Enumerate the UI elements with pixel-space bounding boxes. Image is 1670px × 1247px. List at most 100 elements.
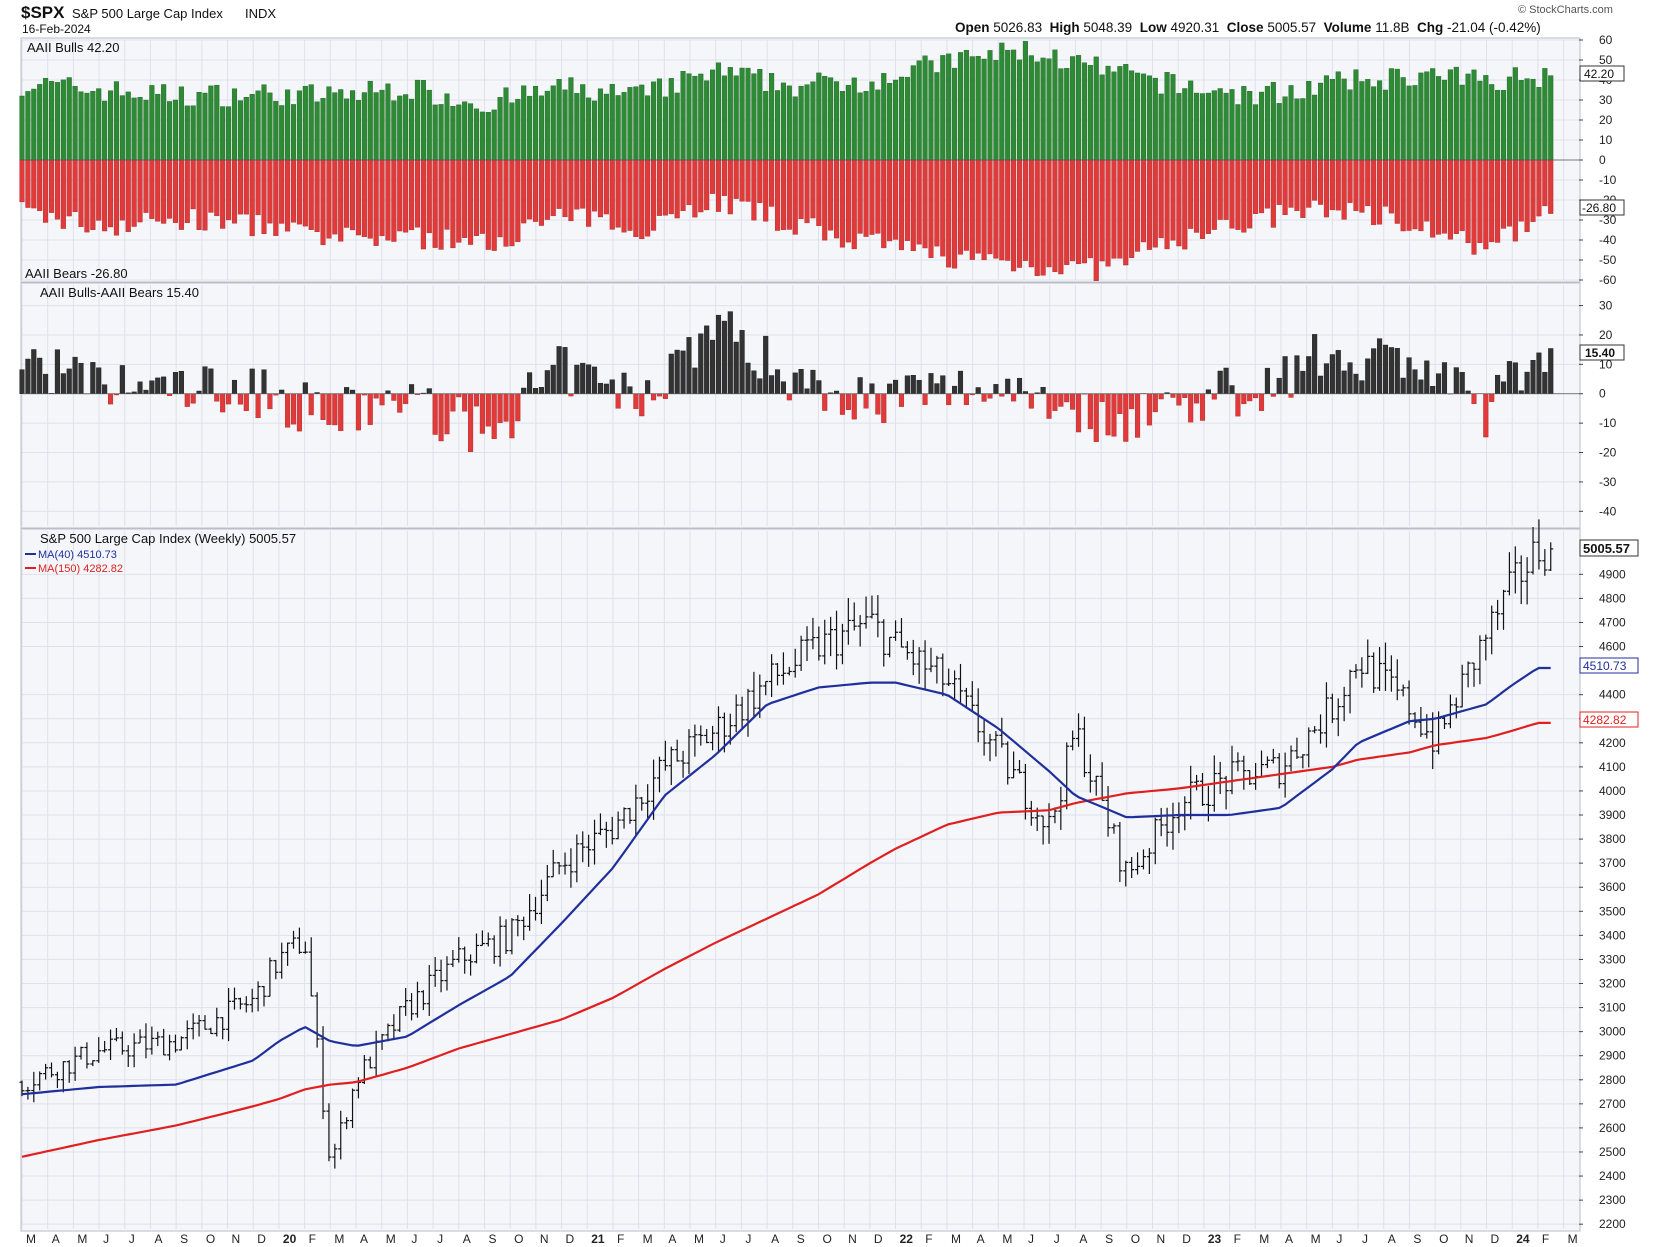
bears-bar — [509, 159, 515, 247]
bears-bar — [444, 159, 450, 230]
bears-bar — [320, 159, 326, 246]
bulls-bar — [468, 103, 474, 161]
bears-bar — [1341, 159, 1347, 220]
bears-bar — [580, 159, 586, 209]
spread-bar — [25, 358, 31, 394]
spread-bar — [237, 393, 243, 405]
bears-bar — [1447, 159, 1453, 240]
bulls-bar — [320, 98, 326, 161]
spread-bar — [462, 393, 468, 412]
bulls-bar — [1211, 90, 1217, 161]
spread-bar — [592, 366, 598, 394]
bulls-bar — [816, 72, 822, 161]
price-y-tick-label: 3900 — [1599, 808, 1626, 822]
bears-bar — [928, 159, 934, 258]
bears-bar — [296, 159, 302, 225]
bulls-bar — [656, 78, 663, 161]
spread-bar — [680, 350, 686, 394]
bears-bar — [326, 159, 332, 239]
bulls-bar — [332, 92, 338, 161]
spread-bar — [350, 389, 356, 394]
spread-bar — [1217, 370, 1223, 394]
bears-bar — [1052, 159, 1058, 273]
bears-bar — [745, 159, 751, 202]
bulls-bar — [609, 84, 615, 161]
price-y-tick-label: 4200 — [1599, 736, 1626, 750]
x-tick-label: A — [1388, 1232, 1396, 1246]
spread-bar — [1542, 371, 1548, 394]
bulls-bar — [1052, 49, 1058, 161]
bulls-bar — [733, 75, 739, 161]
x-tick-label: D — [257, 1232, 266, 1246]
bears-bar — [161, 159, 167, 224]
spread-bar — [893, 379, 899, 394]
bears-bar — [1123, 159, 1129, 266]
spread-bar — [1288, 393, 1294, 398]
bears-bar — [1016, 159, 1023, 268]
bulls-bar — [1500, 90, 1507, 161]
price-y-tick-label: 4000 — [1599, 784, 1626, 798]
bulls-bar — [149, 85, 155, 161]
bears-bar — [1477, 159, 1483, 243]
x-tick-label: 23 — [1208, 1232, 1222, 1246]
price-y-tick-label: 3600 — [1599, 880, 1626, 894]
spread-bar — [763, 335, 769, 394]
bears-bar — [550, 159, 556, 217]
bulls-bar — [131, 97, 137, 161]
bulls-bar — [285, 89, 291, 161]
bulls-bar — [48, 81, 55, 161]
bears-bar — [1140, 159, 1147, 243]
spread-bar — [692, 367, 698, 394]
spread-bar — [904, 375, 910, 394]
bulls-bar — [1170, 74, 1176, 161]
bulls-bar — [1447, 69, 1453, 161]
spread-bar — [639, 393, 645, 417]
bulls-bar — [1123, 64, 1129, 161]
bears-bar — [1371, 159, 1377, 226]
spread-bar — [373, 393, 379, 399]
spread-bar — [1341, 370, 1347, 394]
spread-bar — [562, 347, 568, 394]
bears-bar — [851, 159, 857, 250]
spread-bar — [231, 379, 238, 394]
bulls-bar — [137, 97, 143, 161]
bulls-bar — [1524, 78, 1530, 161]
bears-bar — [1365, 159, 1371, 207]
bulls-bar — [255, 90, 261, 161]
volume-label: Volume — [1323, 20, 1372, 35]
bears-bar — [804, 159, 810, 224]
x-tick-label: M — [334, 1232, 344, 1246]
bears-bar — [149, 159, 155, 219]
spread-bar — [1424, 360, 1430, 394]
bears-bar — [698, 159, 704, 213]
spread-bar — [603, 383, 609, 394]
price-ohlc-bars — [19, 519, 1554, 1169]
spread-bar — [355, 393, 361, 431]
price-last-tag: 5005.57 — [1579, 539, 1639, 557]
bulls-bar — [527, 95, 533, 161]
bears-bar — [361, 159, 367, 238]
bulls-bar — [963, 50, 969, 161]
spread-bar — [214, 393, 220, 402]
bears-bar — [350, 159, 356, 231]
bears-bar — [1129, 159, 1135, 258]
bears-bar — [633, 159, 639, 237]
price-panel-bg — [20, 528, 1581, 1232]
index-name: S&P 500 Large Cap Index — [72, 6, 223, 21]
bears-bar — [1111, 159, 1117, 259]
bulls-bar — [37, 84, 43, 161]
spread-bar — [845, 393, 851, 410]
bears-bar — [290, 159, 297, 223]
bulls-bar — [391, 100, 397, 161]
bulls-bar — [881, 73, 887, 161]
bulls-bar — [1465, 73, 1471, 161]
x-tick-label: J — [437, 1232, 443, 1246]
x-tick-label: F — [309, 1232, 316, 1246]
close-value: 5005.57 — [1267, 20, 1317, 35]
spread-bar — [1229, 385, 1235, 394]
bulls-bar — [698, 73, 704, 161]
spread-bar — [1170, 393, 1176, 398]
bulls-bar — [326, 86, 332, 161]
spread-bar — [704, 325, 710, 394]
bears-bar — [763, 159, 769, 222]
